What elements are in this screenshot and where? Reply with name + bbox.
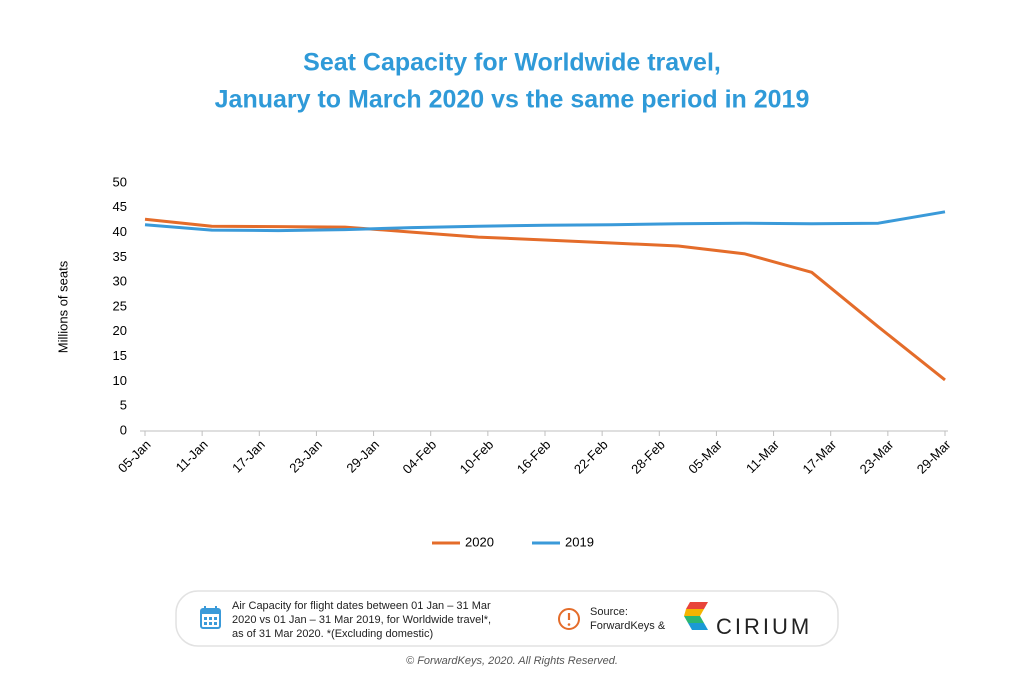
footer: Air Capacity for flight dates between 01…	[175, 590, 839, 647]
footer-source: Source:	[590, 606, 628, 618]
logo-text: CIRIUM	[716, 614, 812, 639]
series-line	[144, 217, 946, 382]
y-tick-label: 25	[113, 298, 127, 313]
y-tick-label: 0	[120, 422, 127, 437]
y-tick-label: 5	[120, 398, 127, 413]
y-tick-label: 20	[113, 323, 127, 338]
calendar-icon	[200, 606, 221, 629]
chart-title: Seat Capacity for Worldwide travel,	[303, 49, 721, 77]
footer-source: ForwardKeys &	[590, 620, 666, 632]
y-tick-label: 40	[113, 224, 127, 239]
alert-icon	[558, 608, 580, 630]
footer-box	[175, 590, 839, 647]
y-tick-label: 35	[113, 249, 127, 264]
y-tick-label: 30	[113, 274, 127, 289]
chart-title: January to March 2020 vs the same period…	[215, 86, 810, 114]
legend-label: 2019	[565, 534, 594, 549]
footer-note: as of 31 Mar 2020. *(Excluding domestic)	[232, 628, 433, 640]
y-tick-label: 45	[113, 199, 127, 214]
logo-mark	[684, 602, 708, 630]
alert-icon	[567, 623, 571, 626]
footer-note: Air Capacity for flight dates between 01…	[232, 600, 491, 612]
y-tick-label: 50	[113, 174, 127, 189]
series-line	[144, 210, 946, 233]
y-axis-label: Millions of seats	[55, 260, 70, 353]
y-tick-label: 10	[113, 373, 127, 388]
footer-note: 2020 vs 01 Jan – 31 Mar 2019, for Worldw…	[232, 614, 491, 626]
y-tick-label: 15	[113, 348, 127, 363]
legend-label: 2020	[465, 534, 494, 549]
copyright: © ForwardKeys, 2020. All Rights Reserved…	[406, 655, 618, 667]
